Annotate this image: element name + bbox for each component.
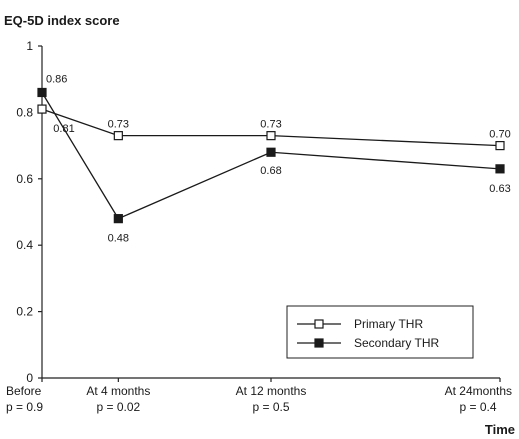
- primary-thr-point: [495, 141, 505, 151]
- y-tick-label: 0.4: [16, 238, 33, 252]
- primary-thr-value-label: 0.73: [108, 119, 129, 131]
- primary-thr-value-label: 0.73: [260, 119, 281, 131]
- legend-box: [286, 305, 474, 359]
- secondary-thr-value-label: 0.86: [46, 73, 67, 85]
- primary-thr-point: [113, 131, 123, 141]
- p-value-label: p = 0.02: [96, 400, 140, 414]
- x-tick-label: At 24months: [445, 384, 512, 398]
- secondary-thr-value-label: 0.68: [260, 165, 281, 177]
- secondary-thr-point: [37, 87, 47, 98]
- legend-marker: [314, 319, 324, 329]
- p-value-label: p = 0.4: [459, 400, 496, 414]
- series-lines: [41, 92, 501, 220]
- legend-marker: [314, 338, 324, 348]
- secondary-thr-value-label: 0.63: [489, 183, 510, 195]
- x-tick-label: Before: [6, 384, 42, 398]
- secondary-thr-line: [41, 92, 501, 220]
- y-tick-label: 1: [26, 39, 33, 53]
- chart-title: EQ-5D index score: [4, 13, 120, 28]
- data-points: [37, 87, 505, 224]
- primary-thr-point: [37, 104, 47, 114]
- primary-thr-value-label: 0.70: [489, 129, 510, 141]
- p-value-label: p = 0.5: [252, 400, 289, 414]
- y-ticks: 0 0.2 0.4 0.6 0.8 1: [16, 39, 42, 385]
- legend: Primary THR Secondary THR: [286, 305, 474, 359]
- secondary-thr-point: [495, 164, 505, 174]
- p-value-label: p = 0.9: [6, 400, 43, 414]
- primary-thr-line: [41, 108, 501, 147]
- x-axis-label: Time: [485, 422, 515, 437]
- y-tick-label: 0.6: [16, 172, 33, 186]
- y-tick-label: 0: [26, 371, 33, 385]
- primary-thr-point: [266, 131, 276, 141]
- y-tick-label: 0.2: [16, 305, 33, 319]
- x-tick-label: At 12 months: [236, 384, 307, 398]
- legend-label: Primary THR: [354, 317, 423, 331]
- data-labels: 0.81 0.73 0.73 0.70 0.86 0.48 0.68 0.63: [46, 73, 511, 244]
- secondary-thr-point: [113, 214, 123, 224]
- y-tick-label: 0.8: [16, 105, 33, 119]
- secondary-thr-value-label: 0.48: [108, 233, 129, 245]
- secondary-thr-point: [266, 147, 276, 157]
- x-ticks: Before p = 0.9 At 4 months p = 0.02 At 12 mo…: [6, 378, 512, 414]
- x-tick-label: At 4 months: [86, 384, 150, 398]
- primary-thr-value-label: 0.81: [53, 123, 74, 135]
- legend-label: Secondary THR: [354, 336, 439, 350]
